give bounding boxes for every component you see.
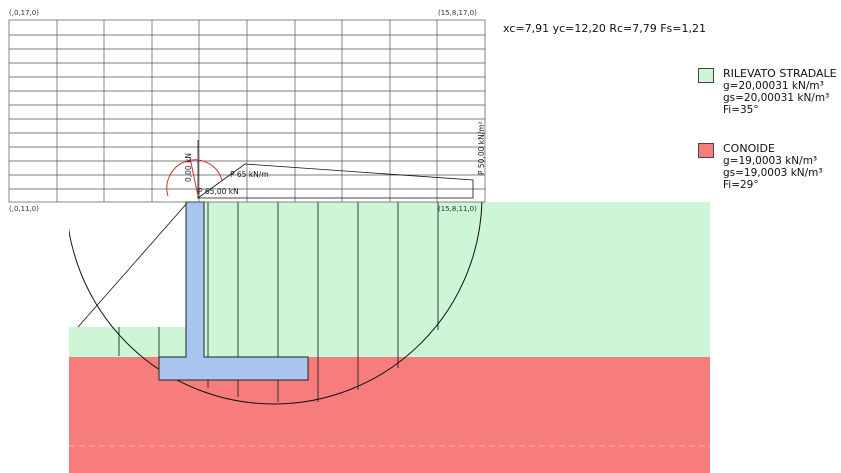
center-arc xyxy=(166,159,223,197)
legend-name: RILEVATO STRADALE xyxy=(723,67,837,80)
vertical-load-label: 0,00 kN xyxy=(184,153,193,182)
slip-circle xyxy=(69,202,483,405)
conoide-swatch xyxy=(698,143,714,158)
corner-bottom-right: (15,8,11,0) xyxy=(438,205,477,213)
rilevato-swatch xyxy=(698,68,714,83)
legend-gs: gs=20,00031 kN/m³ xyxy=(723,92,830,104)
corner-top-left: (,0,17,0) xyxy=(9,9,39,17)
corner-bottom-left: (,0,11,0) xyxy=(9,205,39,213)
legend-g: g=20,00031 kN/m³ xyxy=(723,80,824,92)
grid xyxy=(8,19,486,203)
circle-info: xc=7,91 yc=12,20 Rc=7,79 Fs=1,21 xyxy=(503,22,706,35)
load-diagram xyxy=(196,163,474,199)
legend-gs: gs=19,0003 kN/m³ xyxy=(723,167,823,179)
rilevato-upper xyxy=(188,202,710,357)
legend-g: g=19,0003 kN/m³ xyxy=(723,155,818,167)
rilevato-lower-step xyxy=(69,327,188,357)
surcharge-label: P 50,00 kN/m² xyxy=(477,121,486,175)
legend-fi: Fi=29° xyxy=(723,179,759,191)
retaining-wall xyxy=(158,201,309,381)
distributed-load-label: P 65 kN/m xyxy=(230,170,269,179)
corner-top-right: (15,8,17,0) xyxy=(438,9,477,17)
legend-name: CONOIDE xyxy=(723,142,775,155)
point-load-label: P 65,00 kN xyxy=(198,187,239,196)
left-tangent-line xyxy=(77,201,189,328)
legend-fi: Fi=35° xyxy=(723,104,759,116)
